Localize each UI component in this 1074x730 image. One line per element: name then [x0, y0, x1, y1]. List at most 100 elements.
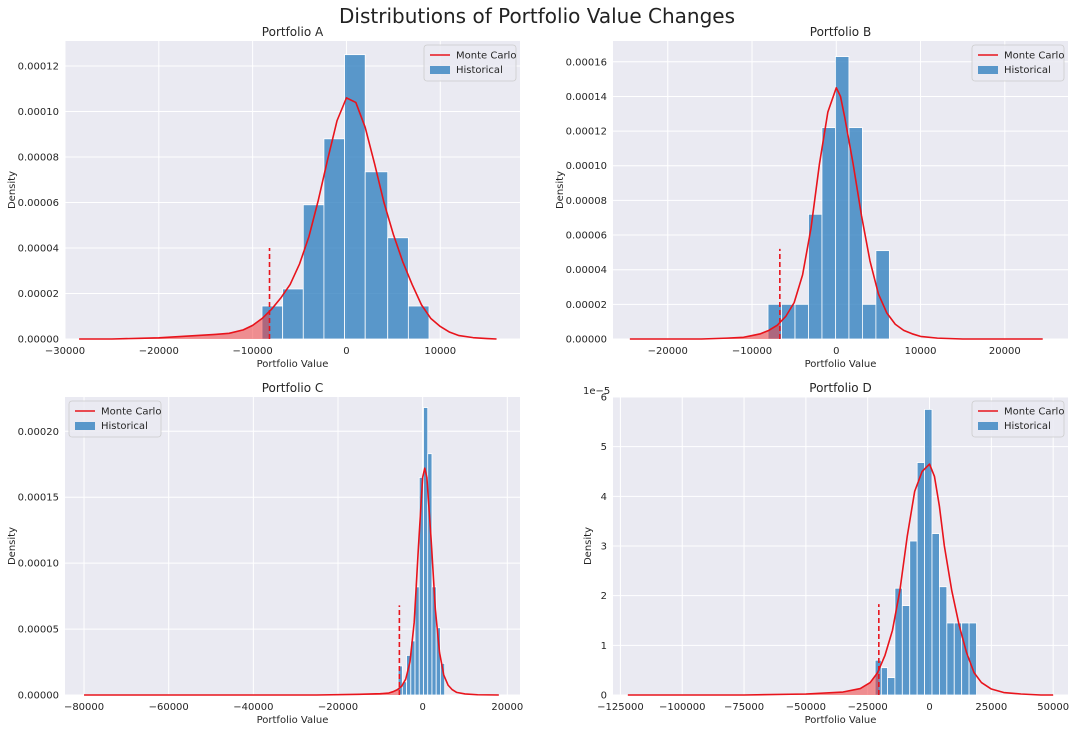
x-tick-label: 50000: [1037, 702, 1069, 713]
hist-bar: [953, 622, 963, 696]
legend-label: Historical: [1004, 421, 1051, 432]
hist-bar: [427, 453, 433, 696]
legend-label: Historical: [101, 421, 148, 432]
y-axis-label: Density: [7, 527, 18, 565]
y-tick-label: 6: [601, 393, 607, 404]
y-tick-label: 0: [601, 691, 607, 702]
subplot-title: Portfolio A: [262, 25, 324, 39]
y-tick-label: 0.00000: [566, 335, 607, 346]
legend: Monte Carlo Historical: [971, 44, 1064, 82]
x-tick-label: 10000: [424, 346, 456, 357]
y-tick-label: 0.00000: [18, 691, 59, 702]
legend-label: Monte Carlo: [101, 407, 161, 418]
y-tick-label: 4: [601, 492, 607, 503]
legend-label: Monte Carlo: [1004, 51, 1064, 62]
hist-bar: [848, 127, 863, 340]
subplot-title: Portfolio C: [262, 381, 324, 395]
hist-bar: [344, 54, 366, 340]
x-tick-label: 0: [419, 702, 425, 713]
y-offset-label: 1e−5: [583, 386, 610, 397]
legend-bar-swatch: [978, 66, 998, 74]
x-tick-label: −60000: [149, 702, 189, 713]
hist-bar: [924, 409, 933, 696]
subplot-title: Portfolio B: [810, 25, 871, 39]
hist-bar: [939, 586, 948, 696]
x-tick-label: −75000: [724, 702, 764, 713]
legend-bar-swatch: [430, 66, 450, 74]
hist-bar: [887, 677, 896, 696]
y-tick-label: 0.00002: [566, 300, 607, 311]
kde-line: [79, 97, 497, 340]
x-tick-label: 0: [833, 346, 839, 357]
hist-bar: [862, 303, 877, 340]
x-tick-label: −80000: [64, 702, 104, 713]
x-tick-label: 10000: [905, 346, 937, 357]
y-tick-label: 0.00010: [18, 107, 59, 118]
x-tick-label: −50000: [786, 702, 826, 713]
hist-bar: [968, 622, 977, 696]
legend-bar-swatch: [978, 422, 998, 430]
legend: Monte Carlo Historical: [68, 400, 161, 438]
y-axis-label: Density: [555, 171, 566, 209]
figure-title: Distributions of Portfolio Value Changes: [339, 4, 735, 28]
subplot-title: Portfolio D: [809, 381, 871, 395]
y-tick-label: 5: [601, 442, 607, 453]
kde-line: [84, 467, 499, 696]
hist-bar: [880, 667, 888, 696]
y-tick-label: 0.00020: [18, 427, 59, 438]
legend-label: Historical: [1004, 65, 1051, 76]
y-tick-label: 0.00004: [18, 244, 59, 255]
x-tick-label: −20000: [318, 702, 358, 713]
y-tick-label: 0.00010: [18, 559, 59, 570]
var-tail-area: [79, 311, 270, 339]
y-tick-label: 0.00012: [566, 127, 607, 138]
x-tick-label: 0: [926, 702, 932, 713]
y-axis-label: Density: [7, 171, 18, 209]
kde-line: [629, 86, 1043, 340]
hist-bar: [282, 288, 304, 340]
hist-bar: [901, 605, 911, 696]
legend: Monte Carlo Historical: [971, 400, 1064, 438]
y-tick-label: 0.00010: [566, 161, 607, 172]
hist-bar: [387, 237, 409, 340]
hist-bar: [894, 587, 903, 696]
hist-bar: [323, 138, 345, 340]
y-tick-label: 0.00012: [18, 62, 59, 73]
y-tick-label: 0.00004: [566, 265, 607, 276]
y-tick-label: 0.00008: [18, 153, 59, 164]
x-tick-label: −100000: [659, 702, 706, 713]
hist-bar: [835, 56, 850, 340]
hist-bar: [794, 303, 809, 340]
hist-bar: [961, 622, 970, 696]
hist-bar: [946, 622, 955, 696]
x-axis-label: Portfolio Value: [805, 359, 877, 370]
y-tick-label: 0.00008: [566, 196, 607, 207]
legend-label: Historical: [456, 65, 503, 76]
x-axis-label: Portfolio Value: [805, 715, 877, 726]
x-tick-label: −20000: [648, 346, 688, 357]
legend: Monte Carlo Historical: [423, 44, 516, 82]
x-axis-label: Portfolio Value: [257, 715, 329, 726]
y-tick-label: 0.00006: [566, 231, 607, 242]
x-tick-label: −40000: [233, 702, 273, 713]
x-tick-label: −125000: [597, 702, 644, 713]
hist-bar: [931, 533, 940, 696]
y-tick-label: 0.00016: [566, 57, 607, 68]
x-tick-label: −20000: [139, 346, 179, 357]
x-tick-label: −25000: [848, 702, 888, 713]
x-tick-label: 0: [343, 346, 349, 357]
legend-bar-swatch: [75, 422, 95, 430]
y-tick-label: 0.00014: [566, 92, 607, 103]
var-tail-area: [627, 669, 879, 695]
hist-bar: [423, 407, 429, 696]
y-axis-label: Density: [583, 527, 594, 565]
y-tick-label: 0.00002: [18, 289, 59, 300]
subplot-1: −30000 −20000 −10000 0 10000 0.00000 0.00002 0.…: [7, 25, 520, 370]
y-tick-label: 2: [601, 591, 607, 602]
legend-label: Monte Carlo: [456, 51, 516, 62]
var-tail-area: [629, 322, 780, 339]
y-tick-label: 1: [601, 641, 607, 652]
x-tick-label: −10000: [732, 346, 772, 357]
